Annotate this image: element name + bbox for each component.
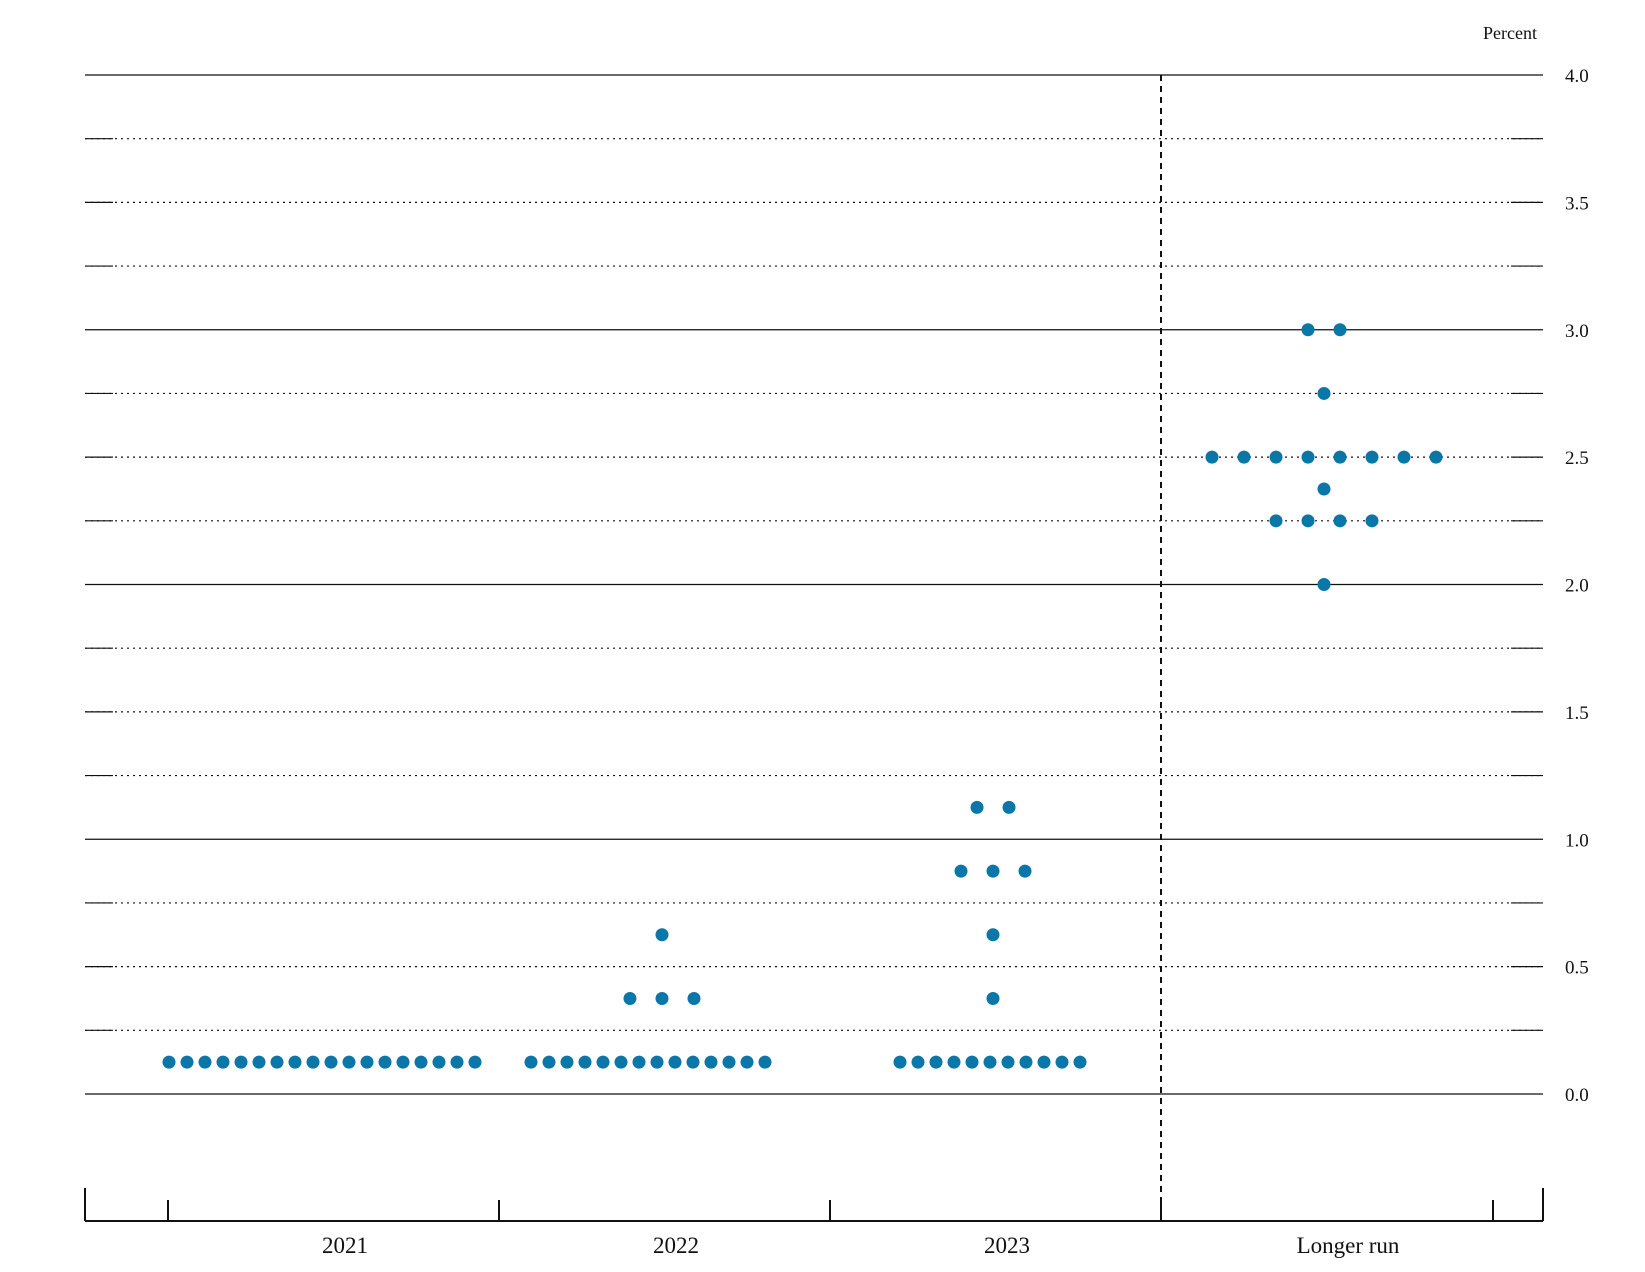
dot-point — [986, 864, 1000, 878]
dot-point — [1317, 578, 1331, 591]
y-tick-label: 2.5 — [1565, 448, 1589, 469]
dot-point — [1301, 514, 1315, 528]
dot-point — [1002, 800, 1016, 814]
dot-point — [704, 1055, 718, 1069]
dot-point — [1001, 1055, 1015, 1069]
dot-point — [270, 1055, 284, 1069]
y-tick-label: 2.0 — [1565, 576, 1589, 597]
dot-point — [1317, 386, 1331, 400]
dot-point — [1365, 450, 1379, 464]
dot-point — [252, 1055, 266, 1069]
dot-point — [1018, 864, 1032, 878]
dot-point — [650, 1055, 664, 1069]
dots-layer — [162, 323, 1443, 1069]
dot-point — [396, 1055, 410, 1069]
dot-point — [1269, 514, 1283, 528]
dot-point — [986, 928, 1000, 942]
dot-point — [1397, 450, 1411, 464]
dot-point — [1073, 1055, 1087, 1069]
x-axis: 2021 2022 2023 Longer run — [84, 1188, 1544, 1258]
x-tick-label: 2021 — [322, 1233, 368, 1258]
x-tick-label: Longer run — [1297, 1233, 1400, 1258]
dot-point — [1301, 450, 1315, 464]
dot-point — [954, 864, 968, 878]
y-tick-label: 4.0 — [1565, 66, 1589, 87]
dot-point — [965, 1055, 979, 1069]
dot-point — [970, 800, 984, 814]
dot-point — [1333, 450, 1347, 464]
dot-point — [929, 1055, 943, 1069]
y-tick-label: 3.5 — [1565, 193, 1589, 214]
dot-point — [1037, 1055, 1051, 1069]
y-tick-label: 0.0 — [1565, 1085, 1589, 1106]
dot-point — [378, 1055, 392, 1069]
dot-point — [578, 1055, 592, 1069]
dot-point — [306, 1055, 320, 1069]
dot-point — [1365, 514, 1379, 528]
dot-point — [542, 1055, 556, 1069]
dot-point — [947, 1055, 961, 1069]
dot-point — [596, 1055, 610, 1069]
dot-point — [524, 1055, 538, 1069]
dot-point — [162, 1055, 176, 1069]
dot-point — [180, 1055, 194, 1069]
gridlines — [85, 74, 1543, 1095]
dot-point — [1019, 1055, 1033, 1069]
dot-point — [234, 1055, 248, 1069]
y-tick-label: 0.5 — [1565, 958, 1589, 979]
dot-point — [655, 928, 669, 942]
dot-point — [1301, 323, 1315, 337]
y-tick-label: 1.0 — [1565, 830, 1589, 851]
dot-point — [198, 1055, 212, 1069]
dot-point — [1205, 450, 1219, 464]
dot-point — [1429, 450, 1443, 464]
dot-point — [758, 1055, 772, 1069]
dot-point — [1333, 514, 1347, 528]
dot-point — [468, 1055, 482, 1069]
dot-point — [632, 1055, 646, 1069]
dot-point — [1317, 482, 1331, 496]
dot-point — [655, 991, 669, 1005]
dot-point — [614, 1055, 628, 1069]
dot-point — [216, 1055, 230, 1069]
x-tick-label: 2023 — [984, 1233, 1030, 1258]
y-tick-label: 3.0 — [1565, 321, 1589, 342]
dot-point — [288, 1055, 302, 1069]
dot-point — [893, 1055, 907, 1069]
dot-point — [432, 1055, 446, 1069]
dot-point — [1333, 323, 1347, 337]
dot-point — [414, 1055, 428, 1069]
dot-point — [623, 991, 637, 1005]
dot-point — [740, 1055, 754, 1069]
dot-point — [360, 1055, 374, 1069]
dot-point — [986, 991, 1000, 1005]
dot-point — [911, 1055, 925, 1069]
dot-point — [668, 1055, 682, 1069]
dot-point — [342, 1055, 356, 1069]
dot-point — [1269, 450, 1283, 464]
dot-point — [983, 1055, 997, 1069]
dot-point — [1237, 450, 1251, 464]
dot-point — [324, 1055, 338, 1069]
y-unit-label: Percent — [1483, 23, 1537, 43]
dot-point — [687, 991, 701, 1005]
x-tick-label: 2022 — [653, 1233, 699, 1258]
dot-point — [450, 1055, 464, 1069]
y-axis: 0.0 0.5 1.0 1.5 2.0 2.5 3.0 3.5 4.0 — [1565, 66, 1589, 1106]
dot-point — [722, 1055, 736, 1069]
dot-point — [560, 1055, 574, 1069]
dot-point — [1055, 1055, 1069, 1069]
dot-point — [686, 1055, 700, 1069]
y-tick-label: 1.5 — [1565, 703, 1589, 724]
